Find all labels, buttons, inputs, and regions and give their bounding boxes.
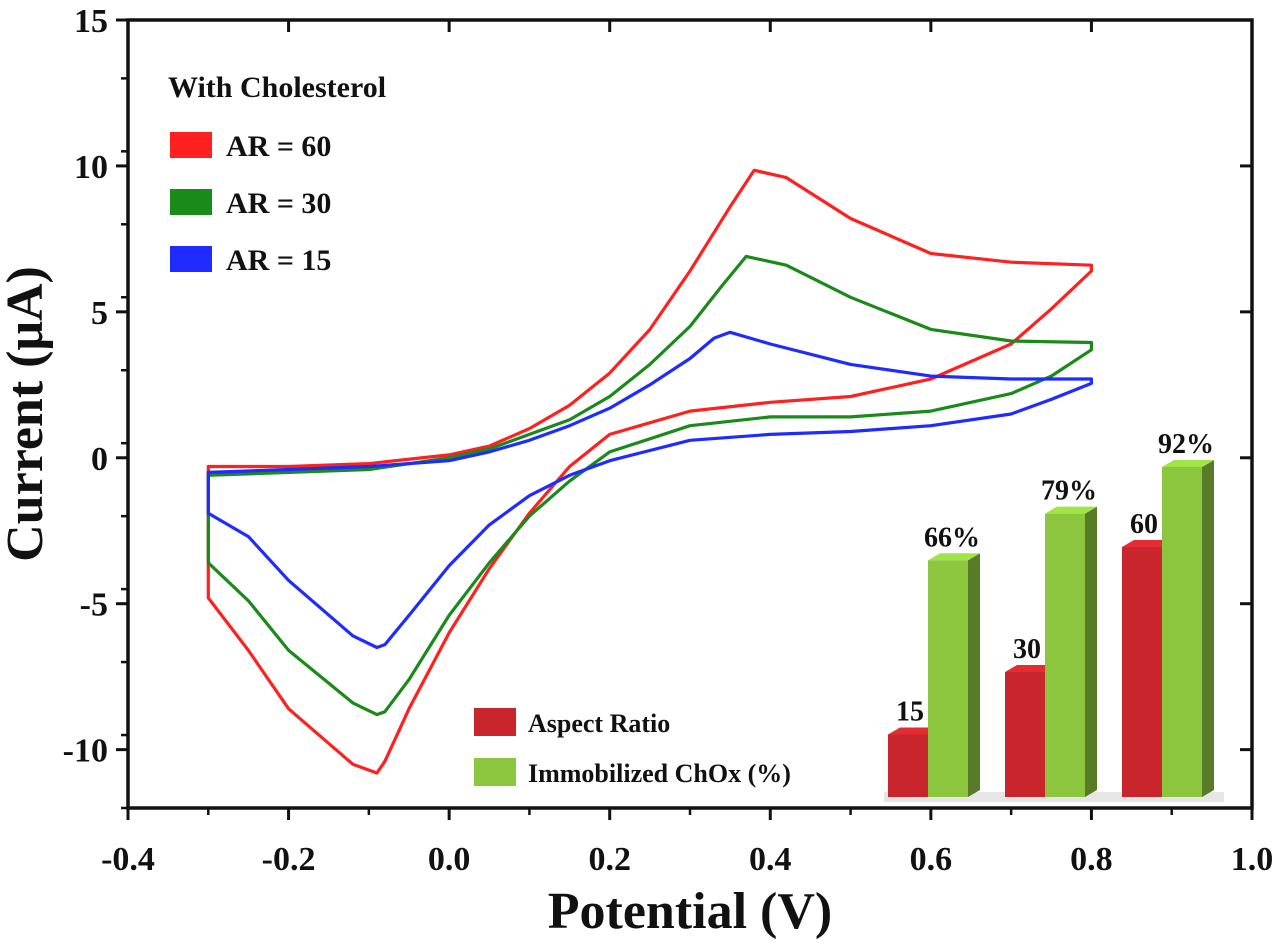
aspect-ratio-bar-front — [888, 734, 928, 797]
chox-bar — [1045, 506, 1097, 797]
y-tick-label: 0 — [91, 441, 108, 478]
legend-swatch — [170, 132, 212, 158]
aspect-ratio-data-label: 60 — [1130, 509, 1158, 540]
x-tick-label: 1.0 — [1231, 841, 1274, 878]
aspect-ratio-data-label: 30 — [1013, 634, 1041, 665]
x-tick-label: 0.0 — [428, 841, 471, 878]
legend-title: With Cholesterol — [168, 71, 386, 104]
main-legend: With Cholesterol AR = 60 AR = 30 AR = 15 — [168, 71, 386, 277]
chox-bar-side — [968, 553, 980, 797]
chox-bar — [1162, 460, 1214, 797]
chox-data-label: 92% — [1158, 429, 1214, 460]
legend-label: AR = 15 — [226, 244, 331, 277]
aspect-ratio-bar-top — [888, 727, 940, 735]
inset-legend-label: Aspect Ratio — [528, 709, 670, 738]
chox-bar-front — [1162, 467, 1202, 797]
chox-data-label: 66% — [924, 522, 980, 553]
legend-label: AR = 30 — [226, 187, 331, 220]
y-tick-label: 5 — [91, 295, 108, 332]
legend-swatch — [170, 246, 212, 272]
chox-bar — [928, 553, 980, 797]
chox-bar-top — [1162, 460, 1214, 467]
aspect-ratio-bar-top — [1005, 665, 1057, 672]
chox-data-label: 79% — [1041, 476, 1097, 507]
chox-bar-side — [1085, 506, 1097, 797]
chox-bar-side — [1202, 460, 1214, 797]
y-tick-label: -5 — [80, 587, 108, 624]
legend-swatch — [170, 189, 212, 215]
x-tick-label: -0.2 — [262, 841, 316, 878]
inset-legend-label: Immobilized ChOx (%) — [528, 759, 791, 788]
x-axis-title: Potential (V) — [548, 883, 832, 940]
inset-legend-swatch — [474, 758, 516, 786]
x-tick-label: 0.2 — [588, 841, 631, 878]
x-tick-label: -0.4 — [101, 841, 155, 878]
axis-ticks: -0.4 -0.2 0.0 0.2 0.4 0.6 0.8 1.0 -10 -5 0 5 10 15 — [63, 3, 1274, 878]
y-tick-label: 10 — [74, 149, 108, 186]
aspect-ratio-data-label: 15 — [896, 697, 924, 728]
y-tick-label: 15 — [74, 3, 108, 40]
series-line-ar-60 — [206, 168, 1093, 775]
y-tick-label: -10 — [63, 733, 108, 770]
aspect-ratio-bar-front — [1005, 672, 1045, 797]
inset-legend-swatch — [474, 708, 516, 736]
chox-bar-front — [1045, 513, 1085, 797]
chox-bar-top — [928, 553, 980, 561]
x-tick-label: 0.8 — [1070, 841, 1113, 878]
y-axis-title: Current (μA) — [0, 266, 54, 562]
aspect-ratio-bar-front — [1122, 547, 1162, 797]
legend-label: AR = 60 — [226, 130, 331, 163]
series-line-ar-30 — [206, 254, 1093, 717]
cv-curves — [206, 168, 1093, 775]
x-tick-label: 0.6 — [910, 841, 953, 878]
series-line-ar-15 — [206, 330, 1093, 650]
inset-bar-chart: 15 66% 30 79% 60 92% Aspect Ratio Immobilized C… — [474, 429, 1224, 802]
x-tick-label: 0.4 — [749, 841, 792, 878]
chox-bar-front — [928, 560, 968, 797]
aspect-ratio-bar-top — [1122, 540, 1174, 547]
chox-bar-top — [1045, 506, 1097, 514]
